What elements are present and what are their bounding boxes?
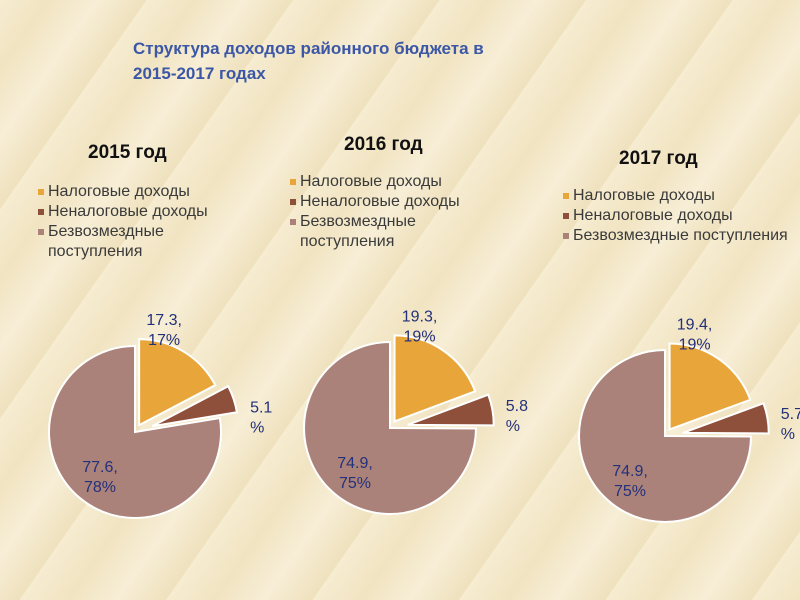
slice-tax [393, 334, 477, 423]
legend-2017: Налоговые доходы Неналоговые доходы Безв… [563, 186, 793, 246]
data-label-nontax: 5.7% [781, 406, 800, 443]
legend-label-grants: Безвозмездные поступления [48, 223, 164, 260]
data-label-nontax-percent: % [506, 418, 520, 435]
data-label-grants-value: 74.9, [612, 463, 648, 480]
chart-title-2016: 2016 год [344, 134, 423, 155]
data-label-nontax: 5.8% [506, 398, 528, 435]
slice-nontax [407, 393, 495, 427]
legend-swatch-nontax [563, 213, 569, 219]
legend-item-tax: Налоговые доходы [38, 182, 228, 202]
slice-tax [668, 342, 752, 431]
pie-chart-2015: 2015 год Налоговые доходы Неналоговые до… [0, 130, 272, 519]
legend-item-nontax: Неналоговые доходы [563, 206, 793, 226]
data-label-grants-percent: 75% [614, 483, 646, 500]
slice-nontax [682, 401, 770, 435]
slide-title-line-2: 2015-2017 годах [133, 64, 266, 83]
legend-swatch-grants [38, 229, 44, 235]
data-label-tax: 19.4, 19% [677, 316, 713, 353]
legend-item-tax: Налоговые доходы [563, 186, 793, 206]
chart-title-2015: 2015 год [88, 142, 167, 163]
legend-item-tax: Налоговые доходы [290, 172, 510, 192]
slice-grants [48, 344, 222, 519]
data-label-tax-value: 19.3, [402, 308, 438, 325]
data-label-grants-percent: 78% [84, 479, 116, 496]
legend-item-grants: Безвозмездные поступления [563, 226, 793, 246]
slice-nontax [151, 384, 239, 428]
legend-item-grants: Безвозмездные поступления [290, 212, 510, 252]
data-label-tax-value: 17.3, [146, 312, 182, 329]
data-label-nontax-percent: % [250, 419, 264, 436]
slide-title: Структура доходов районного бюджета в 20… [133, 36, 563, 86]
data-label-tax-percent: 17% [148, 332, 180, 349]
legend-2016: Налоговые доходы Неналоговые доходы Безв… [290, 172, 510, 252]
data-label-tax-percent: 19% [404, 328, 436, 345]
legend-swatch-tax [38, 189, 44, 195]
legend-swatch-tax [290, 179, 296, 185]
legend-item-grants: Безвозмездные поступления [38, 222, 228, 262]
data-label-tax-value: 19.4, [677, 316, 713, 333]
legend-label-grants: Безвозмездные поступления [573, 227, 788, 244]
pie-svg-2016: 19.3, 19% 5.8 % 74.9, 75% [303, 308, 528, 515]
legend-label-tax: Налоговые доходы [48, 183, 190, 200]
data-label-grants-percent: 75% [339, 475, 371, 492]
chart-title-2017: 2017 год [619, 148, 698, 169]
legend-label-tax: Налоговые доходы [300, 173, 442, 190]
slide-title-line-1: Структура доходов районного бюджета в [133, 39, 484, 58]
pie-svg-2015: 17.3, 17% 5.1 % 77.6, 78% [48, 312, 272, 519]
legend-label-grants: Безвозмездные поступления [300, 213, 416, 250]
data-label-grants: 74.9, 75% [337, 455, 373, 492]
data-label-grants-value: 74.9, [337, 455, 373, 472]
legend-label-nontax: Неналоговые доходы [573, 207, 733, 224]
legend-swatch-grants [563, 233, 569, 239]
legend-swatch-nontax [290, 199, 296, 205]
legend-label-nontax: Неналоговые доходы [48, 203, 208, 220]
legend-label-nontax: Неналоговые доходы [300, 193, 460, 210]
legend-swatch-nontax [38, 209, 44, 215]
data-label-nontax-value: 5.1 [250, 399, 272, 416]
data-label-tax: 17.3, 17% [146, 312, 182, 349]
data-label-nontax-value: 5.8 [506, 398, 528, 415]
pie-svg-2017: 19.4, 19% 5.7 % 74.9, 75% [578, 316, 800, 523]
legend-item-nontax: Неналоговые доходы [290, 192, 510, 212]
pie-chart-2016: 2016 год Налоговые доходы Неналоговые до… [260, 130, 528, 515]
legend-item-nontax: Неналоговые доходы [38, 202, 228, 222]
legend-2015: Налоговые доходы Неналоговые доходы Безв… [38, 182, 228, 262]
data-label-grants-value: 77.6, [82, 459, 118, 476]
data-label-nontax-value: 5.7 [781, 406, 800, 423]
data-label-tax: 19.3, 19% [402, 308, 438, 345]
pie-chart-2017: 2017 год Налоговые доходы Неналоговые до… [535, 130, 800, 523]
data-label-grants: 77.6, 78% [82, 459, 118, 496]
slice-grants [578, 348, 753, 523]
legend-swatch-tax [563, 193, 569, 199]
data-label-nontax-percent: % [781, 426, 795, 443]
legend-swatch-grants [290, 219, 296, 225]
legend-label-tax: Налоговые доходы [573, 187, 715, 204]
data-label-nontax: 5.1% [250, 399, 272, 436]
slice-tax [138, 338, 217, 427]
data-label-grants: 74.9, 75% [612, 463, 648, 500]
slice-grants [303, 340, 478, 515]
data-label-tax-percent: 19% [679, 336, 711, 353]
